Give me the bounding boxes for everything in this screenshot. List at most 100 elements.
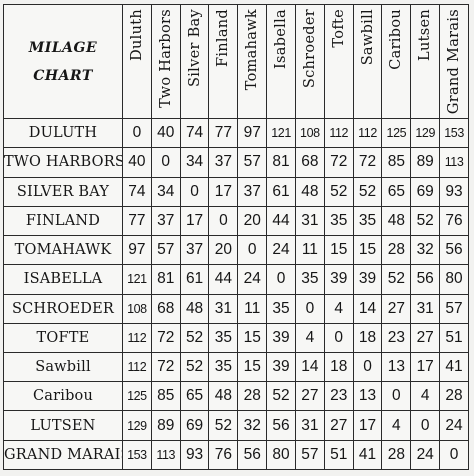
distance-cell: 52: [323, 176, 354, 207]
distance-cell: 52: [266, 381, 296, 412]
distance-cell: 108: [122, 293, 152, 324]
row-header: DULUTH: [3, 118, 123, 149]
distance-cell: 0: [352, 352, 383, 383]
distance-cell: 27: [410, 322, 441, 354]
distance-cell: 0: [237, 235, 268, 266]
column-header: Tofte: [323, 3, 354, 120]
distance-cell: 56: [410, 264, 441, 295]
chart-title: MILAGE CHART: [3, 3, 123, 120]
distance-cell: 35: [208, 322, 239, 354]
distance-cell: 27: [381, 293, 412, 324]
distance-cell: 89: [410, 147, 441, 178]
distance-cell: 65: [381, 176, 412, 207]
distance-cell: 0: [323, 322, 354, 354]
row-header: GRAND MARAIS: [3, 439, 123, 471]
distance-cell: 17: [179, 205, 210, 237]
distance-cell: 93: [179, 439, 210, 471]
distance-cell: 48: [381, 205, 412, 237]
distance-cell: 18: [352, 322, 383, 354]
header-row: MILAGE CHART Duluth Two Harbors Silver Bay…: [3, 3, 469, 120]
table-row: SILVER BAY 74 34 0 17 37 61 48 52 52 65 69 93: [3, 176, 469, 207]
distance-cell: 15: [237, 352, 268, 383]
table-row: LUTSEN 129 89 69 52 32 56 31 27 17 4 0 24: [3, 410, 469, 441]
distance-cell: 112: [122, 322, 152, 354]
distance-cell: 48: [208, 381, 239, 412]
column-header: Caribou: [381, 3, 412, 120]
distance-cell: 31: [208, 293, 239, 324]
distance-cell: 113: [150, 439, 181, 471]
distance-cell: 65: [179, 381, 210, 412]
column-header-label: Finland: [215, 9, 232, 68]
distance-cell: 31: [294, 410, 325, 441]
distance-cell: 31: [294, 205, 325, 237]
distance-cell: 11: [237, 293, 268, 324]
distance-cell: 81: [150, 264, 181, 295]
distance-cell: 4: [294, 322, 325, 354]
distance-cell: 40: [122, 147, 152, 178]
distance-cell: 28: [237, 381, 268, 412]
distance-cell: 93: [439, 176, 469, 207]
distance-cell: 0: [410, 410, 441, 441]
distance-cell: 34: [150, 176, 181, 207]
distance-cell: 35: [208, 352, 239, 383]
column-header-label: Lutsen: [417, 9, 434, 61]
distance-cell: 15: [323, 235, 354, 266]
distance-cell: 13: [352, 381, 383, 412]
distance-cell: 0: [294, 293, 325, 324]
chart-body: DULUTH 0 40 74 77 97 121 108 112 112 125 129 153 TWO …: [3, 118, 469, 471]
distance-cell: 80: [266, 439, 296, 471]
distance-cell: 39: [266, 352, 296, 383]
distance-cell: 112: [323, 118, 354, 149]
distance-cell: 153: [122, 439, 152, 471]
table-row: DULUTH 0 40 74 77 97 121 108 112 112 125 129 153: [3, 118, 469, 149]
column-header: Sawbill: [352, 3, 383, 120]
distance-cell: 15: [237, 322, 268, 354]
row-header: TOFTE: [3, 322, 123, 354]
distance-cell: 72: [150, 322, 181, 354]
distance-cell: 51: [439, 322, 469, 354]
distance-cell: 0: [439, 439, 469, 471]
chart-title-line-2: CHART: [33, 67, 93, 84]
distance-cell: 37: [179, 235, 210, 266]
distance-cell: 28: [381, 235, 412, 266]
distance-cell: 112: [122, 352, 152, 383]
table-row: TOFTE 112 72 52 35 15 39 4 0 18 23 27 51: [3, 322, 469, 354]
distance-cell: 39: [352, 264, 383, 295]
distance-cell: 76: [208, 439, 239, 471]
column-header-label: Tomahawk: [244, 9, 261, 91]
distance-cell: 52: [208, 410, 239, 441]
distance-cell: 41: [439, 352, 469, 383]
distance-cell: 13: [381, 352, 412, 383]
table-row: SCHROEDER 108 68 48 31 11 35 0 4 14 27 31 57: [3, 293, 469, 324]
column-header-label: Sawbill: [359, 9, 376, 66]
distance-cell: 51: [323, 439, 354, 471]
table-row: GRAND MARAIS 153 113 93 76 56 80 57 51 41 28 24 0: [3, 439, 469, 471]
distance-cell: 125: [381, 118, 412, 149]
column-header: Duluth: [122, 3, 152, 120]
distance-cell: 24: [410, 439, 441, 471]
table-row: TWO HARBORS 40 0 34 37 57 81 68 72 72 85 89 113: [3, 147, 469, 178]
table-row: Caribou 125 85 65 48 28 52 27 23 13 0 4 28: [3, 381, 469, 412]
column-header-label: Two Harbors: [157, 9, 174, 108]
distance-cell: 57: [150, 235, 181, 266]
column-header: Finland: [208, 3, 239, 120]
distance-cell: 4: [381, 410, 412, 441]
distance-cell: 57: [294, 439, 325, 471]
distance-cell: 23: [381, 322, 412, 354]
distance-cell: 28: [439, 381, 469, 412]
distance-cell: 113: [439, 147, 469, 178]
distance-cell: 52: [410, 205, 441, 237]
distance-cell: 112: [352, 118, 383, 149]
row-header: Sawbill: [3, 352, 123, 383]
distance-cell: 76: [439, 205, 469, 237]
distance-cell: 74: [179, 118, 210, 149]
mileage-chart-table: MILAGE CHART Duluth Two Harbors Silver Bay…: [3, 3, 469, 471]
distance-cell: 121: [266, 118, 296, 149]
distance-cell: 23: [323, 381, 354, 412]
distance-cell: 57: [237, 147, 268, 178]
table-row: TOMAHAWK 97 57 37 20 0 24 11 15 15 28 32 56: [3, 235, 469, 266]
row-header: SCHROEDER: [3, 293, 123, 324]
column-header-label: Isabella: [273, 9, 290, 69]
distance-cell: 35: [294, 264, 325, 295]
distance-cell: 74: [122, 176, 152, 207]
